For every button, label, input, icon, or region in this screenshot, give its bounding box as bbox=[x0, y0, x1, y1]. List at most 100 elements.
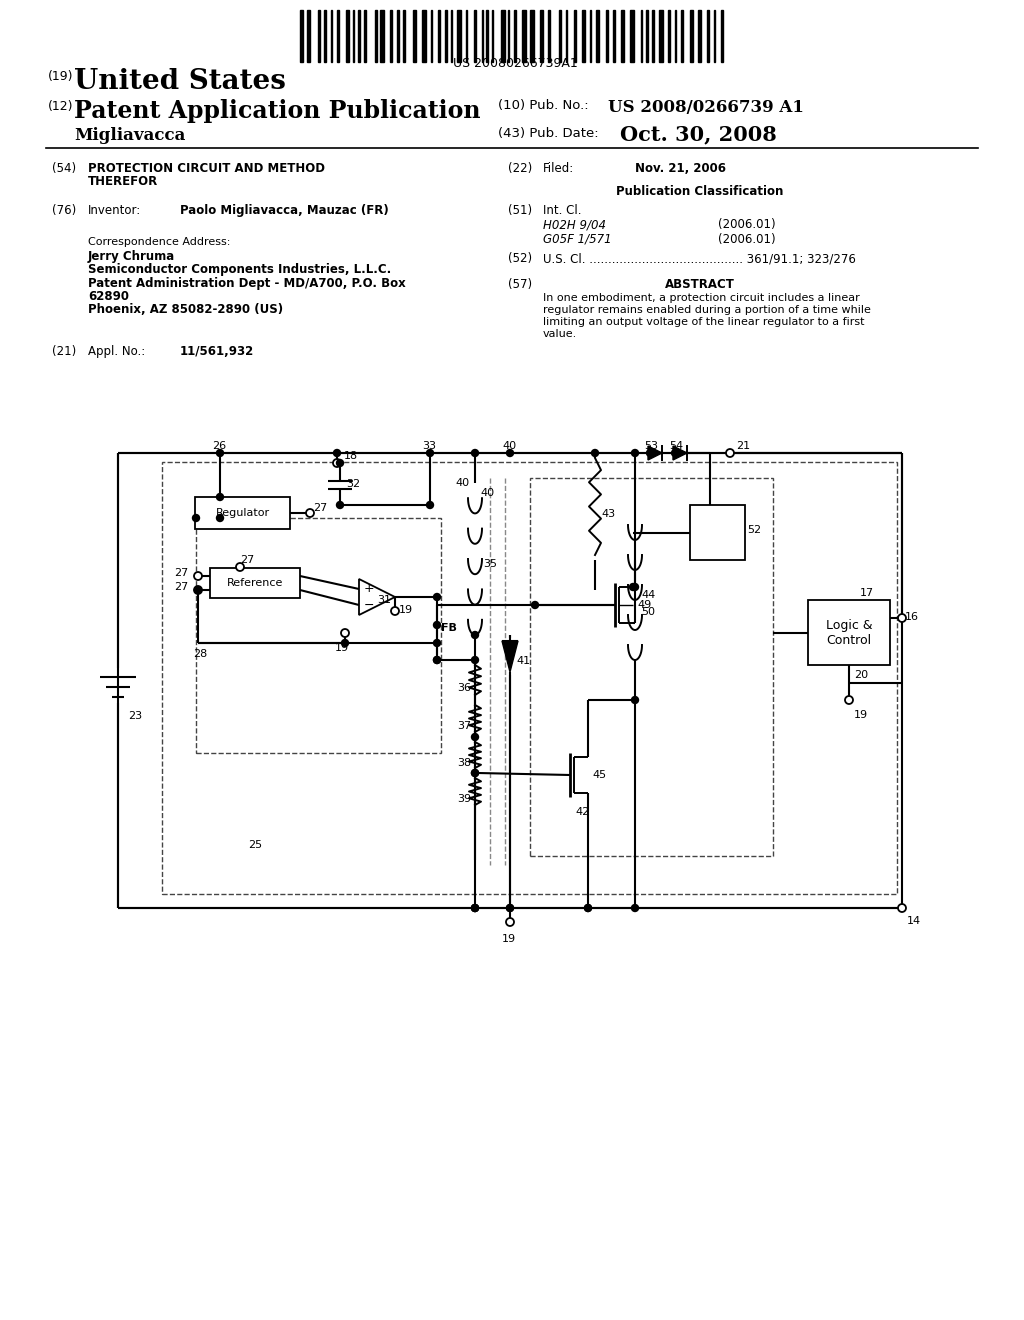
Bar bbox=[621, 11, 624, 62]
Text: US 2008/0266739 A1: US 2008/0266739 A1 bbox=[608, 99, 804, 116]
Bar bbox=[613, 11, 615, 62]
Text: 38: 38 bbox=[457, 758, 471, 768]
Text: (52): (52) bbox=[508, 252, 532, 265]
Circle shape bbox=[427, 450, 433, 457]
Bar bbox=[486, 11, 488, 62]
Text: PROTECTION CIRCUIT AND METHOD: PROTECTION CIRCUIT AND METHOD bbox=[88, 162, 325, 176]
Polygon shape bbox=[359, 579, 395, 615]
Text: Migliavacca: Migliavacca bbox=[74, 127, 185, 144]
Text: 19: 19 bbox=[399, 605, 413, 615]
Bar bbox=[337, 11, 339, 62]
Bar bbox=[422, 11, 426, 62]
Circle shape bbox=[195, 586, 202, 594]
Circle shape bbox=[471, 770, 478, 776]
Circle shape bbox=[433, 656, 440, 664]
Circle shape bbox=[632, 450, 639, 457]
Text: 40: 40 bbox=[455, 478, 469, 488]
Bar bbox=[300, 11, 303, 62]
Text: Logic &
Control: Logic & Control bbox=[825, 619, 872, 647]
Text: (2006.01): (2006.01) bbox=[718, 234, 775, 246]
Bar bbox=[318, 11, 319, 62]
Bar bbox=[162, 462, 897, 894]
Bar bbox=[364, 11, 366, 62]
Circle shape bbox=[592, 450, 598, 457]
Circle shape bbox=[646, 450, 653, 457]
Text: H02H 9/04: H02H 9/04 bbox=[543, 218, 606, 231]
Bar bbox=[530, 11, 534, 62]
Text: Semiconductor Components Industries, L.L.C.: Semiconductor Components Industries, L.L… bbox=[88, 263, 391, 276]
Text: 54: 54 bbox=[669, 441, 683, 451]
Text: Regulator: Regulator bbox=[215, 508, 269, 517]
Bar bbox=[659, 11, 663, 62]
Text: Jerry Chruma: Jerry Chruma bbox=[88, 249, 175, 263]
Text: Paolo Migliavacca, Mauzac (FR): Paolo Migliavacca, Mauzac (FR) bbox=[180, 205, 389, 216]
Text: Correspondence Address:: Correspondence Address: bbox=[88, 238, 230, 247]
Text: 44: 44 bbox=[641, 590, 655, 601]
Circle shape bbox=[585, 904, 592, 912]
Text: (12): (12) bbox=[48, 100, 74, 114]
Bar bbox=[681, 11, 683, 62]
Text: In one embodiment, a protection circuit includes a linear: In one embodiment, a protection circuit … bbox=[543, 293, 860, 304]
Circle shape bbox=[471, 904, 478, 912]
Text: 52: 52 bbox=[746, 525, 761, 535]
Circle shape bbox=[337, 502, 343, 508]
Bar bbox=[403, 11, 406, 62]
Text: Reference: Reference bbox=[226, 578, 284, 587]
Text: 32: 32 bbox=[346, 479, 360, 488]
Circle shape bbox=[507, 450, 513, 457]
Text: 28: 28 bbox=[193, 649, 207, 659]
Circle shape bbox=[341, 639, 348, 647]
Text: 31: 31 bbox=[377, 595, 391, 605]
Text: 18: 18 bbox=[344, 451, 358, 461]
Circle shape bbox=[632, 904, 639, 912]
Bar bbox=[307, 11, 310, 62]
Text: Phoenix, AZ 85082-2890 (US): Phoenix, AZ 85082-2890 (US) bbox=[88, 304, 283, 315]
Bar bbox=[438, 11, 440, 62]
Bar bbox=[606, 11, 608, 62]
Text: 19: 19 bbox=[502, 935, 516, 944]
Circle shape bbox=[507, 904, 513, 912]
Bar bbox=[559, 11, 561, 62]
Text: Nov. 21, 2006: Nov. 21, 2006 bbox=[635, 162, 726, 176]
Bar bbox=[646, 11, 648, 62]
Bar bbox=[596, 11, 599, 62]
Circle shape bbox=[672, 450, 679, 457]
Bar bbox=[690, 11, 693, 62]
Bar bbox=[501, 11, 505, 62]
Bar bbox=[380, 11, 384, 62]
Text: (51): (51) bbox=[508, 205, 532, 216]
Circle shape bbox=[194, 572, 202, 579]
Text: 49: 49 bbox=[637, 601, 651, 610]
Text: regulator remains enabled during a portion of a time while: regulator remains enabled during a porti… bbox=[543, 305, 870, 315]
Text: Patent Application Publication: Patent Application Publication bbox=[74, 99, 480, 123]
Circle shape bbox=[632, 583, 639, 590]
Bar bbox=[652, 11, 654, 62]
Text: 33: 33 bbox=[422, 441, 436, 451]
Text: 27: 27 bbox=[174, 582, 188, 591]
Text: 36: 36 bbox=[457, 682, 471, 693]
Text: (76): (76) bbox=[52, 205, 76, 216]
Text: FB: FB bbox=[441, 623, 457, 634]
Text: (22): (22) bbox=[508, 162, 532, 176]
Text: ABSTRACT: ABSTRACT bbox=[665, 279, 735, 290]
Circle shape bbox=[216, 450, 223, 457]
Bar bbox=[721, 11, 723, 62]
Bar bbox=[707, 11, 709, 62]
Polygon shape bbox=[648, 446, 662, 459]
Bar bbox=[540, 11, 543, 62]
Polygon shape bbox=[673, 446, 687, 459]
Circle shape bbox=[471, 904, 478, 912]
Circle shape bbox=[216, 494, 223, 500]
Circle shape bbox=[471, 734, 478, 741]
Text: 14: 14 bbox=[907, 916, 922, 927]
Bar bbox=[548, 11, 550, 62]
Circle shape bbox=[506, 917, 514, 927]
Text: 21: 21 bbox=[736, 441, 751, 451]
Bar bbox=[698, 11, 701, 62]
Text: limiting an output voltage of the linear regulator to a first: limiting an output voltage of the linear… bbox=[543, 317, 864, 327]
Text: 45: 45 bbox=[592, 770, 606, 780]
Bar bbox=[574, 11, 575, 62]
Circle shape bbox=[433, 594, 440, 601]
Text: 62890: 62890 bbox=[88, 290, 129, 304]
Text: US 20080266739A1: US 20080266739A1 bbox=[453, 57, 578, 70]
